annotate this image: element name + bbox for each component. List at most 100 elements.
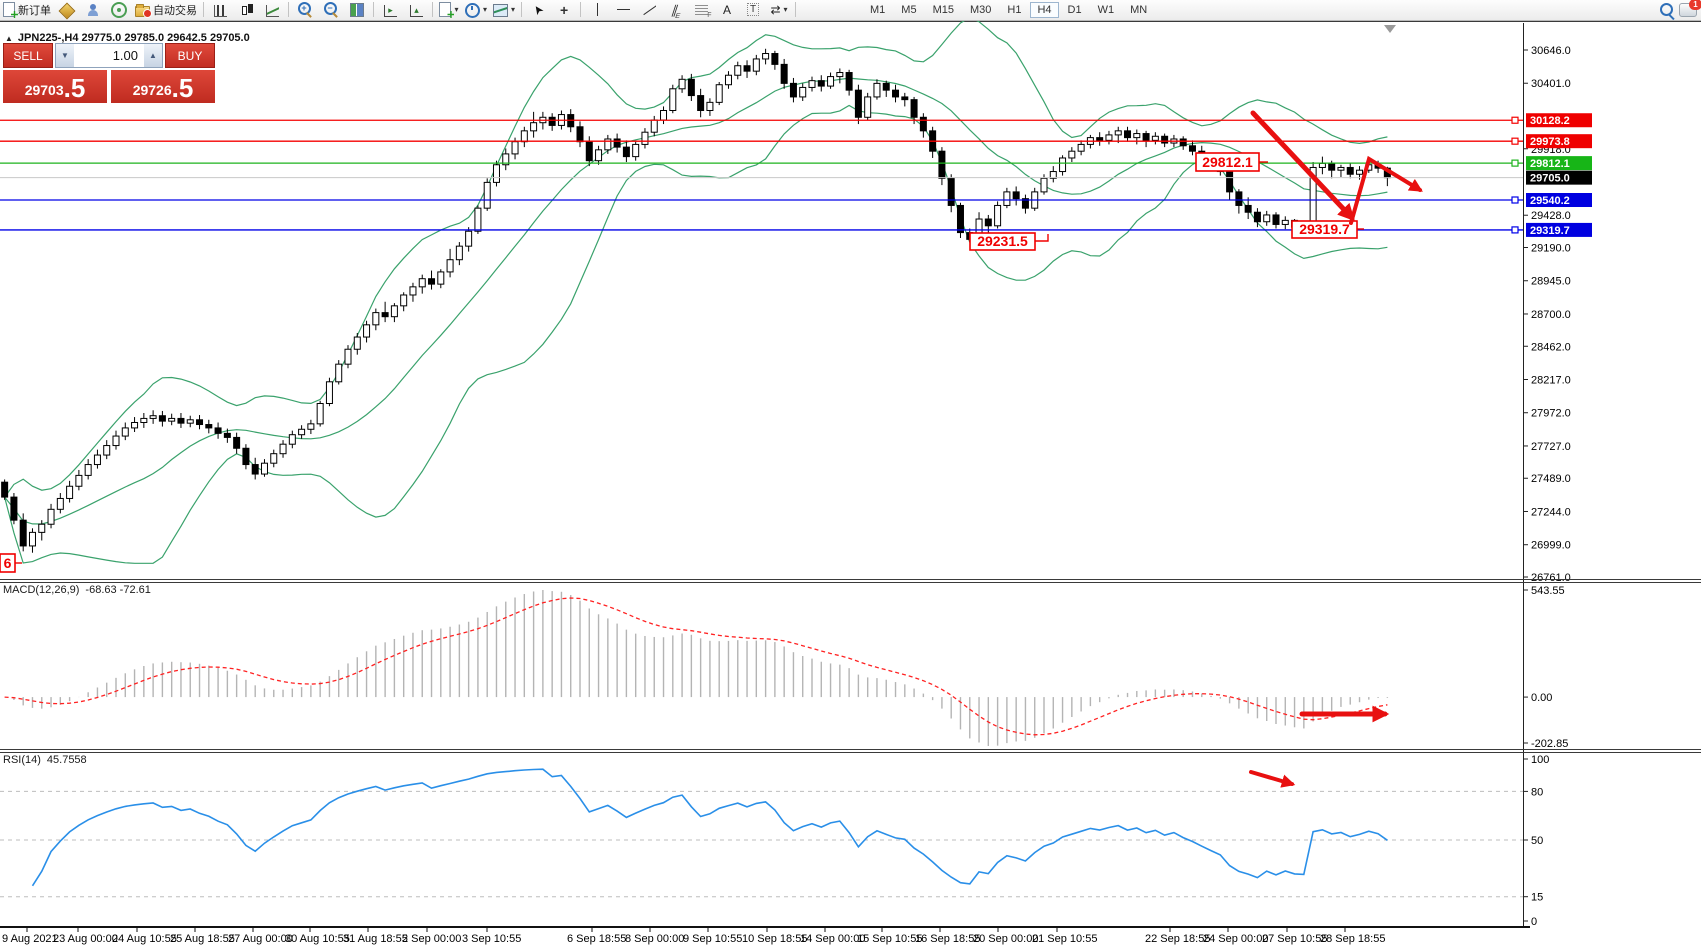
svg-text:30401.0: 30401.0 [1531, 78, 1571, 90]
profiles-dropdown-caret[interactable]: ▾ [483, 5, 488, 14]
trendline-tool-icon [643, 3, 656, 16]
toolbar-new-order-button[interactable]: 新订单 [0, 1, 54, 18]
arrows-tool-icon: ⇄ [770, 2, 781, 17]
svg-text:29231.5: 29231.5 [977, 233, 1028, 249]
svg-text:28945.0: 28945.0 [1531, 276, 1571, 288]
toolbar-navigator-button[interactable] [80, 1, 106, 18]
toolbar-separator [432, 2, 433, 17]
svg-text:30128.2: 30128.2 [1530, 115, 1570, 127]
sell-price-main: 29703 [24, 82, 64, 98]
toolbar-text-label-tool-button[interactable]: T [740, 1, 766, 18]
svg-text:29319.7: 29319.7 [1530, 225, 1570, 237]
search-icon[interactable] [1660, 3, 1673, 16]
rsi-line [31, 768, 1388, 887]
toolbar-market-depth-button[interactable] [54, 1, 80, 19]
rsi-down-arrow[interactable] [1249, 770, 1296, 788]
time-axis-label: 10 Sep 18:55 [742, 933, 808, 945]
toolbar-cursor-tool-button[interactable]: ➤ [525, 1, 551, 18]
toolbar-separator [288, 2, 289, 17]
collapse-ohlc-toggle[interactable]: ▲ [5, 33, 13, 43]
timeframe-m15-button[interactable]: M15 [932, 3, 954, 16]
svg-text:6: 6 [4, 555, 12, 571]
svg-text:543.55: 543.55 [1531, 585, 1565, 597]
new-order-label: 新订单 [18, 4, 51, 17]
toolbar-bar-chart-mode-button[interactable] [207, 1, 233, 18]
new-chart-dropdown-caret[interactable]: ▾ [454, 5, 459, 14]
volume-decrease-button[interactable]: ▼ [56, 44, 74, 67]
toolbar-new-chart-button[interactable]: ▾ [436, 1, 462, 18]
chart-title-text: JPN225-,H4 29775.0 29785.0 29642.5 29705… [17, 32, 250, 44]
auto-scroll-icon: ▸ [383, 4, 397, 17]
toolbar-vertical-line-tool-button[interactable] [584, 1, 610, 18]
sell-button[interactable]: SELL [3, 43, 53, 68]
svg-text:27727.0: 27727.0 [1531, 441, 1571, 453]
chart-shift-icon: ▴ [409, 4, 423, 17]
toolbar-templates-button[interactable]: ▾ [490, 1, 518, 18]
svg-text:26999.0: 26999.0 [1531, 540, 1571, 552]
one-click-trade-panel: SELL ▼ 1.00 ▲ BUY 29703 .5 29726 .5 [3, 43, 215, 103]
signals-icon [111, 2, 127, 18]
toolbar: 新订单 自动交易 + − ▸ ▴ ▾ ▾ ▾ ➤ + ∥ E F A T ⇄ ▾ M1 M5 M15 M30 H1 H4 D1… [0, 0, 1701, 21]
arrows-tool-dropdown-caret[interactable]: ▾ [783, 5, 788, 14]
buy-button[interactable]: BUY [165, 43, 215, 68]
candlestick-mode-icon [240, 3, 253, 16]
timeframe-m5-button[interactable]: M5 [901, 3, 917, 16]
toolbar-zoom-in-button[interactable]: + [292, 1, 318, 18]
toolbar-zoom-out-button[interactable]: − [318, 1, 344, 18]
toolbar-line-chart-mode-button[interactable] [259, 1, 285, 18]
toolbar-trendline-tool-button[interactable] [636, 1, 662, 18]
volume-increase-button[interactable]: ▲ [144, 44, 162, 67]
svg-text:50: 50 [1531, 835, 1543, 847]
toolbar-equidistant-channel-tool-button[interactable]: ∥ E [662, 1, 688, 20]
annotations-layer: 29812.1 29231.5 29319.7 6 [0, 152, 1364, 573]
toolbar-autotrading-button[interactable]: 自动交易 [132, 1, 200, 18]
svg-text:27489.0: 27489.0 [1531, 473, 1571, 485]
time-axis-label: 30 Aug 10:55 [285, 933, 350, 945]
toolbar-separator [795, 2, 797, 17]
toolbar-arrows-tool-button[interactable]: ⇄ ▾ [766, 1, 792, 18]
toolbar-candlestick-mode-button[interactable] [233, 1, 259, 18]
time-axis-label: 20 Sep 00:00 [973, 933, 1039, 945]
sell-price-display[interactable]: 29703 .5 [3, 70, 107, 103]
timeframe-w1-button[interactable]: W1 [1097, 3, 1115, 16]
time-axis-label: 6 Sep 18:55 [567, 933, 627, 945]
toolbar-profiles-button[interactable]: ▾ [462, 1, 490, 18]
svg-text:28700.0: 28700.0 [1531, 309, 1571, 321]
tile-windows-icon [350, 3, 364, 17]
svg-text:29705.0: 29705.0 [1530, 173, 1570, 185]
timeframe-m30-button[interactable]: M30 [969, 3, 992, 16]
toolbar-auto-scroll-button[interactable]: ▸ [377, 1, 403, 18]
timeframe-h4-button[interactable]: H4 [1030, 1, 1059, 18]
toolbar-separator [373, 2, 374, 17]
volume-value[interactable]: 1.00 [112, 48, 138, 63]
candles-layer [1, 48, 1391, 553]
trend-down-arrow[interactable] [1250, 110, 1355, 222]
chart-window: 30646.0 30401.0 29918.0 29428.0 29190.0 28945… [0, 16, 1701, 946]
time-axis-label: 28 Sep 18:55 [1320, 933, 1386, 945]
templates-dropdown-caret[interactable]: ▾ [511, 5, 516, 14]
toolbar-fibonacci-tool-button[interactable]: F [688, 1, 714, 19]
crosshair-tool-icon: + [559, 1, 569, 18]
buy-price-display[interactable]: 29726 .5 [111, 70, 215, 103]
timeframe-m1-button[interactable]: M1 [870, 3, 886, 16]
bollinger-bands [4, 16, 1388, 564]
bb-upper-band [4, 16, 1388, 498]
svg-text:29319.7: 29319.7 [1299, 221, 1350, 237]
time-axis[interactable]: 9 Aug 2021 23 Aug 00:00 24 Aug 10:55 25 Aug… [0, 930, 1701, 946]
time-axis-label: 2 Sep 00:00 [402, 933, 462, 945]
svg-text:29812.1: 29812.1 [1202, 154, 1253, 170]
timeframe-h1-button[interactable]: H1 [1007, 3, 1022, 16]
panel-separators [0, 579, 1701, 932]
toolbar-horizontal-line-tool-button[interactable] [610, 1, 636, 18]
toolbar-chart-shift-button[interactable]: ▴ [403, 1, 429, 18]
toolbar-crosshair-tool-button[interactable]: + [551, 1, 577, 18]
rebound-continuation-arrow[interactable] [1349, 155, 1423, 225]
toolbar-text-tool-button[interactable]: A [714, 1, 740, 18]
toolbar-signals-button[interactable] [106, 1, 132, 18]
toolbar-tile-windows-button[interactable] [344, 1, 370, 18]
timeframe-mn-button[interactable]: MN [1130, 3, 1148, 16]
timeframe-d1-button[interactable]: D1 [1067, 3, 1082, 16]
bb-middle-band [4, 77, 1388, 525]
notifications-icon[interactable]: 1 [1679, 0, 1701, 17]
